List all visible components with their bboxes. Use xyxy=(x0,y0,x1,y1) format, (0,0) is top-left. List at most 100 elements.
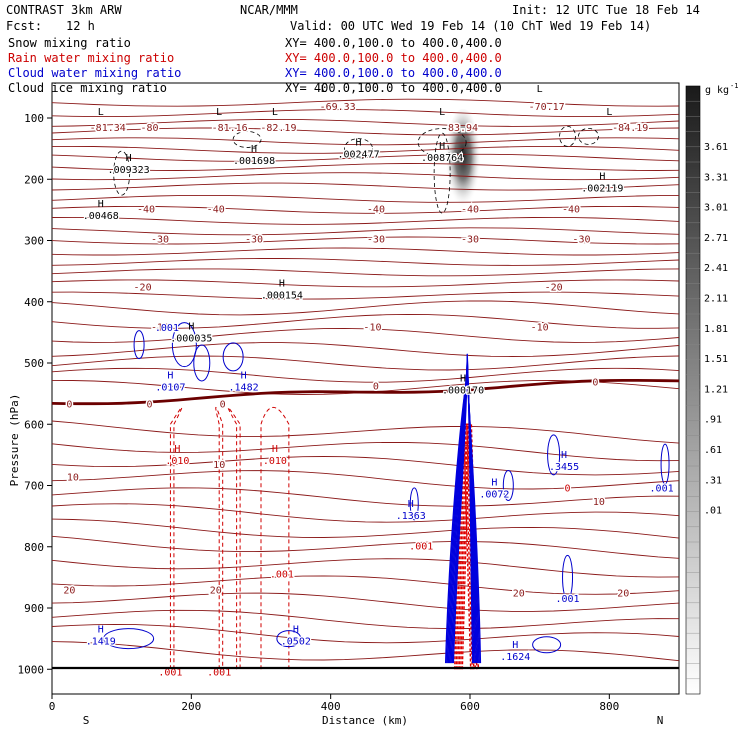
temperature-label: -30 xyxy=(151,235,169,246)
temperature-label: -30 xyxy=(572,235,590,246)
temperature-label: -70.17 xyxy=(529,102,565,113)
cloud-extremum-value: .1363 xyxy=(396,511,426,522)
temperature-label: 20 xyxy=(210,586,222,597)
isotherm-line xyxy=(52,145,680,154)
temperature-label: -81.34 xyxy=(90,123,126,134)
cloud-extremum-value: .1482 xyxy=(229,382,259,393)
colorbar-tick-label: .61 xyxy=(704,445,722,456)
y-tick-label: 400 xyxy=(24,296,44,309)
rain-extremum-mark: H xyxy=(174,444,180,455)
x-end-left: S xyxy=(83,714,90,727)
y-tick-label: 600 xyxy=(24,418,44,431)
forecast-label: Fcst: xyxy=(6,19,42,33)
cloud-contour xyxy=(193,344,211,382)
cloud-extremum-value: .0502 xyxy=(281,637,311,648)
snow-extremum-mark: H xyxy=(439,141,445,152)
isotherm-line xyxy=(51,118,680,127)
cloud-contour xyxy=(103,628,155,650)
ice-contour xyxy=(578,127,599,145)
temperature-label: -80 xyxy=(141,123,159,134)
snow-extremum-mark: H xyxy=(126,153,132,164)
temperature-label: 20 xyxy=(63,586,75,597)
snow-extremum-value: .002119 xyxy=(581,183,623,194)
temperature-label: -84.19 xyxy=(612,123,648,134)
cloud-contour xyxy=(171,322,197,368)
field-label-rain: Rain water mixing ratio xyxy=(8,51,174,65)
rain-extremum-value: .001 xyxy=(207,667,231,678)
isotherm-line xyxy=(51,470,680,490)
x-axis-title: Distance (km) xyxy=(322,714,408,727)
isotherm-line xyxy=(51,575,680,595)
cloud-contour xyxy=(562,554,574,600)
isotherm-line xyxy=(51,279,680,288)
isotherm-line xyxy=(51,153,680,162)
snow-extremum-mark: H xyxy=(98,199,104,210)
temperature-label: -10 xyxy=(363,322,381,333)
temperature-label: -40 xyxy=(461,205,479,216)
colorbar-tick-label: .31 xyxy=(704,475,722,486)
rain-extremum-value: .010 xyxy=(263,456,287,467)
isotherm-line xyxy=(51,367,680,383)
snow-extremum-mark: L xyxy=(606,107,612,118)
colorbar-tick-label: 3.61 xyxy=(704,142,728,153)
isotherm-line xyxy=(51,194,680,203)
cloud-extremum-mark: H xyxy=(98,625,104,636)
field-label-cloud-water: Cloud water mixing ratio xyxy=(8,66,181,80)
snow-extremum-mark: L xyxy=(439,107,445,118)
cloud-contour xyxy=(222,342,244,372)
cloud-extremum-value: .001 xyxy=(555,594,579,605)
isotherm-line xyxy=(51,268,680,277)
isotherm-line xyxy=(51,227,680,236)
isotherm-line xyxy=(51,456,680,476)
isotherm-line xyxy=(51,98,680,107)
x-tick-label: 800 xyxy=(599,700,619,713)
temperature-label: -20 xyxy=(545,282,563,293)
isotherm-line xyxy=(51,291,680,300)
temperature-label: -30 xyxy=(461,235,479,246)
rain-extremum-value: 0 xyxy=(565,484,571,495)
colorbar-tick-label: .91 xyxy=(704,415,722,426)
isotherm-line xyxy=(51,503,680,523)
isotherm-line xyxy=(51,641,680,662)
ice-contour xyxy=(417,128,467,157)
ice-contour xyxy=(113,150,131,196)
x-tick-label: 0 xyxy=(49,700,56,713)
ice-contour xyxy=(344,138,373,160)
forecast-value: 12 h xyxy=(66,19,95,33)
valid-time: Valid: 00 UTC Wed 19 Feb 14 (10 ChT Wed … xyxy=(290,19,651,33)
cloud-extremum-mark: H xyxy=(561,450,567,461)
snow-extremum-mark: H xyxy=(460,374,466,385)
cloud-contour xyxy=(133,330,145,360)
cloud-extremum-mark: H xyxy=(293,625,299,636)
colorbar-unit-exp: -1 xyxy=(730,82,738,90)
isotherm-line xyxy=(51,172,680,181)
snow-extremum-value: .002477 xyxy=(337,150,379,161)
isotherm-line xyxy=(51,216,680,225)
temperature-label: 20 xyxy=(617,589,629,600)
cloud-extremum-value: .001 xyxy=(155,323,179,334)
y-tick-label: 100 xyxy=(24,112,44,125)
temperature-label: 0 xyxy=(66,399,72,410)
colorbar-tick-label: 3.01 xyxy=(704,203,728,214)
rain-extremum-value: .001 xyxy=(270,569,294,580)
field-label-snow: Snow mixing ratio xyxy=(8,36,131,50)
cloud-contour xyxy=(660,443,670,485)
cloud-extremum-value: .001 xyxy=(650,484,674,495)
y-tick-label: 900 xyxy=(24,602,44,615)
isotherm-line xyxy=(51,182,680,191)
rain-core-contour xyxy=(461,423,472,670)
colorbar-tick-label: 1.51 xyxy=(704,354,728,365)
snow-extremum-mark: H xyxy=(356,138,362,149)
colorbar-tick-label: 1.81 xyxy=(704,324,728,335)
cloud-contour xyxy=(502,470,514,501)
y-tick-label: 700 xyxy=(24,480,44,493)
chart-title: CONTRAST 3km ARW xyxy=(6,3,122,17)
y-tick-label: 1000 xyxy=(18,663,45,676)
cloud-contour xyxy=(547,434,561,476)
y-tick-label: 200 xyxy=(24,173,44,186)
x-tick-label: 200 xyxy=(181,700,201,713)
snow-extremum-value: .001698 xyxy=(233,156,275,167)
cloud-extremum-value: .0072 xyxy=(479,490,509,501)
snow-extremum-value: .000154 xyxy=(261,291,303,302)
y-tick-label: 800 xyxy=(24,541,44,554)
